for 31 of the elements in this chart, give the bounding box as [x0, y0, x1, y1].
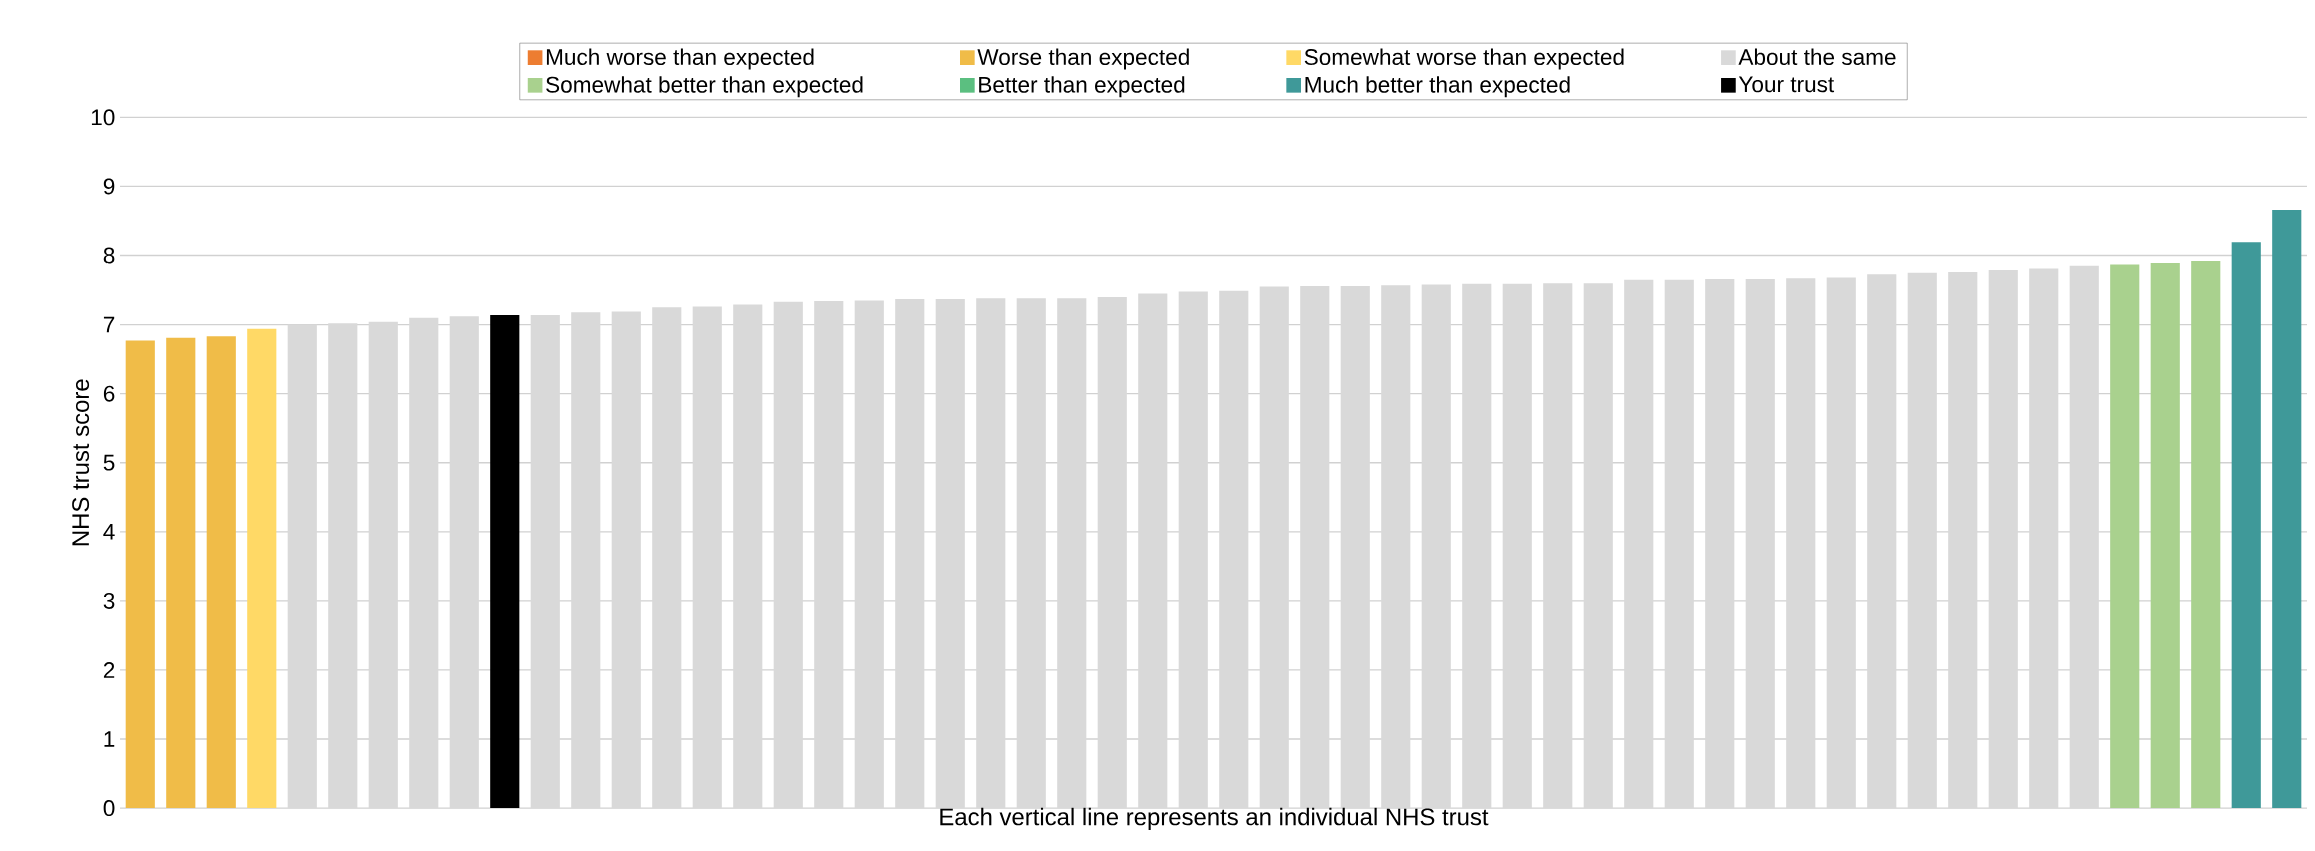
legend-label: Worse than expected	[977, 48, 1189, 70]
y-tick-label: 10	[91, 109, 115, 126]
bar	[2231, 242, 2261, 809]
legend-label: About the same	[1738, 48, 1896, 66]
y-tick-label: 2	[103, 662, 115, 678]
bar	[247, 328, 277, 809]
legend-label: Better than expected	[979, 76, 1185, 98]
legend-label: Your trust	[1738, 76, 1835, 93]
y-tick-label: 4	[103, 524, 115, 540]
legend-label: Somewhat better than expected	[546, 76, 863, 98]
y-tick-label: 8	[103, 247, 115, 264]
y-tick-label: 1	[104, 731, 115, 747]
legend-label: Much better than expected	[1305, 76, 1570, 98]
x-axis-title: Each vertical line represents an individual NHS trust	[940, 807, 1489, 831]
legend-label: Somewhat worse than expected	[1304, 48, 1624, 70]
bar	[2272, 210, 2302, 809]
bar	[2110, 264, 2140, 809]
y-tick-label: 5	[103, 454, 115, 471]
y-tick-label: 9	[103, 178, 115, 195]
bar	[2191, 261, 2221, 809]
legend-label: Much worse than expected	[546, 48, 814, 70]
bar	[166, 337, 196, 809]
y-tick-label: 6	[103, 385, 115, 402]
bar	[2150, 263, 2180, 809]
y-tick-label: 0	[103, 800, 115, 817]
bar	[490, 315, 520, 809]
bar	[125, 340, 155, 809]
y-axis-title: NHS trust score	[72, 379, 90, 546]
bar	[206, 336, 236, 809]
y-tick-label: 7	[103, 316, 115, 333]
y-tick-label: 3	[103, 592, 115, 609]
